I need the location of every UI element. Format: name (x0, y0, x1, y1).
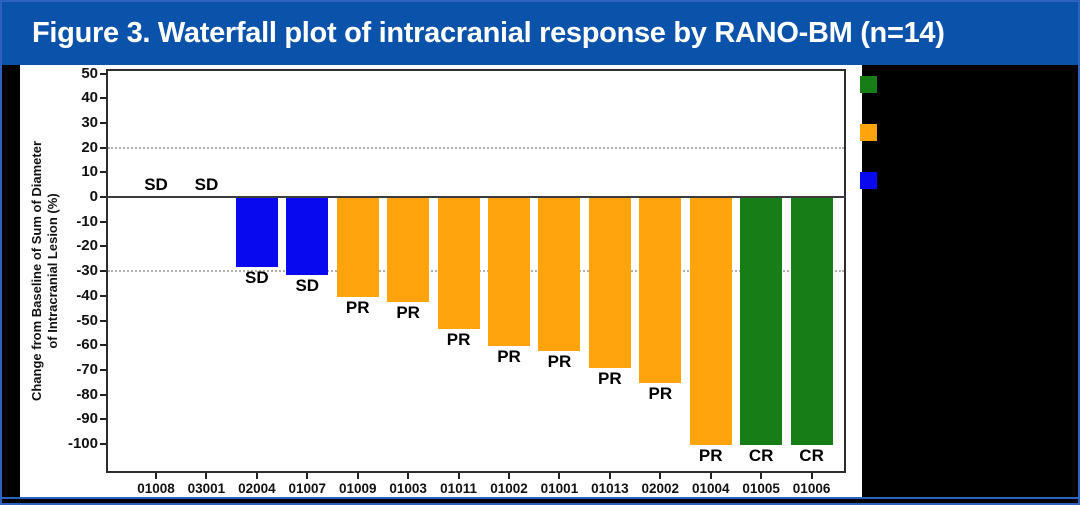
x-tick (457, 473, 460, 479)
bar-response-label: PR (396, 302, 420, 322)
x-tick-label: 01004 (691, 481, 730, 496)
bar-01006 (790, 198, 833, 445)
bar-01011 (437, 198, 480, 329)
reference-line-20 (108, 146, 844, 149)
x-tick (760, 473, 763, 479)
bar-response-label: SD (144, 175, 168, 194)
y-tick-label: -30 (76, 262, 98, 280)
bar-01005 (740, 198, 783, 445)
bar-01002 (488, 198, 530, 347)
y-tick--50 (100, 319, 106, 322)
x-tick (558, 473, 561, 479)
x-tick-label: 01011 (440, 481, 477, 496)
bar-01013 (588, 198, 631, 369)
bar-response-label: SD (295, 275, 320, 295)
x-tick-label: 01009 (338, 481, 377, 496)
bar-response-label: CR (799, 446, 824, 465)
x-tick (709, 473, 712, 479)
y-tick-label: 40 (81, 89, 98, 107)
bar-response-label: SD (245, 268, 269, 288)
x-tick-label: 01008 (137, 481, 175, 496)
x-tick (810, 473, 813, 479)
legend-chip-orange (860, 124, 877, 141)
x-tick-label: 01006 (792, 481, 831, 496)
y-tick-20 (100, 146, 106, 149)
y-tick--70 (100, 368, 106, 371)
redacted-legend-area (864, 65, 1078, 497)
zero-baseline (106, 196, 846, 198)
y-tick--80 (100, 393, 106, 396)
plot-layer: 50 40 30 20 10 0 -10 -20 -30 -40 -50 -60 -70 -80 -90 -1… (20, 65, 862, 497)
y-tick--90 (100, 418, 106, 421)
y-tick-label: -40 (76, 286, 98, 304)
x-tick (205, 473, 208, 479)
bar-response-label: PR (598, 369, 622, 389)
y-tick-10 (100, 171, 106, 174)
bar-response-label: PR (345, 297, 370, 317)
y-tick-label: -60 (76, 336, 98, 354)
y-tick--100 (100, 443, 106, 445)
x-tick (155, 473, 157, 479)
bar-response-label: PR (446, 329, 471, 349)
bar-01007 (286, 198, 329, 275)
y-tick-label: -50 (76, 311, 98, 329)
x-tick (306, 473, 309, 479)
y-tick-label: 20 (81, 138, 98, 156)
y-tick-label: -20 (76, 237, 98, 255)
bar-02004 (235, 198, 278, 268)
y-tick-0 (100, 196, 106, 198)
y-tick--10 (100, 220, 106, 223)
y-tick-label: -90 (76, 410, 98, 428)
x-tick (407, 473, 410, 479)
y-tick--60 (100, 344, 106, 347)
x-tick-label: 01005 (742, 481, 780, 496)
y-tick-label: 0 (89, 188, 98, 205)
bar-02002 (639, 198, 682, 384)
x-tick-label: 02004 (238, 481, 276, 496)
x-tick (608, 473, 611, 479)
bar-response-label: PR (497, 347, 521, 367)
waterfall-chart-panel: Change from Baseline of Sum of Diameter … (20, 65, 862, 497)
x-tick-label: 01007 (288, 481, 327, 496)
x-tick-label: 01001 (540, 481, 579, 496)
bar-01009 (336, 198, 379, 297)
y-tick--30 (100, 270, 106, 273)
figure-title: Figure 3. Waterfall plot of intracranial… (32, 17, 945, 49)
y-tick-label: 10 (81, 163, 98, 181)
x-tick (508, 473, 510, 479)
slide-border-bottom-line (0, 497, 1080, 499)
bar-01004 (689, 198, 732, 445)
x-tick (255, 473, 258, 479)
y-tick--40 (100, 294, 106, 297)
x-tick-label: 03001 (187, 481, 226, 496)
y-tick-label: 30 (81, 113, 98, 131)
bar-response-label: SD (194, 175, 219, 194)
y-tick-40 (100, 97, 106, 100)
y-tick--20 (100, 245, 106, 248)
bar-01001 (538, 198, 581, 352)
bar-response-label: PR (547, 352, 572, 372)
bar-response-label: PR (698, 446, 723, 465)
y-tick-50 (100, 72, 106, 75)
y-tick-label: -80 (76, 385, 98, 403)
bar-response-label: PR (648, 384, 673, 404)
y-tick-label: 50 (81, 64, 98, 82)
x-tick-label: 01003 (389, 481, 427, 496)
legend-chip-blue (860, 172, 877, 189)
x-tick-label: 01013 (591, 481, 629, 496)
bar-response-label: CR (748, 446, 774, 465)
bar-01003 (387, 198, 430, 302)
y-tick-label: -70 (76, 360, 98, 378)
y-tick-label: -10 (76, 212, 98, 230)
plot-frame (106, 69, 846, 473)
x-tick (356, 473, 359, 479)
y-tick-30 (100, 121, 106, 124)
x-tick (659, 473, 662, 479)
x-tick-label: 01002 (490, 481, 528, 496)
x-tick-label: 02002 (641, 481, 680, 496)
figure-title-bar: Figure 3. Waterfall plot of intracranial… (2, 2, 1078, 65)
legend-chip-green (860, 76, 877, 93)
y-tick-label: -100 (67, 435, 98, 452)
